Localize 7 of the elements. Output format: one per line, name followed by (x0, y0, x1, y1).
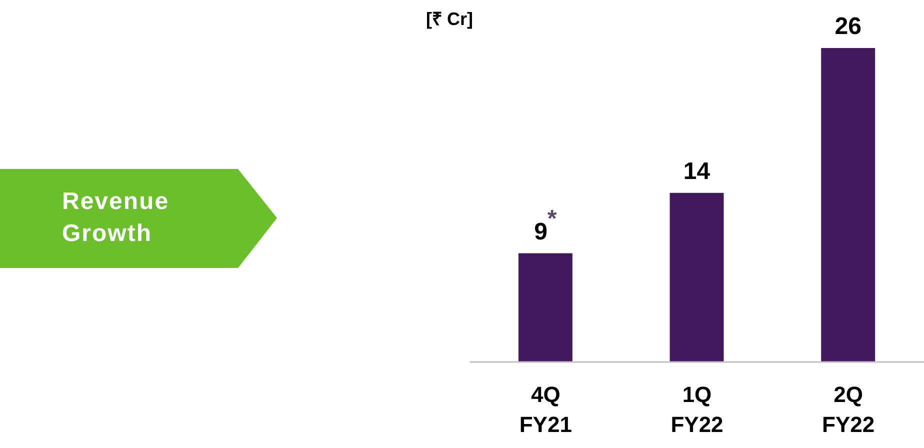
x-tick-label: 2Q FY22 (822, 382, 875, 437)
x-tick-label: 1Q FY22 (670, 382, 724, 437)
x-tick-label: 4Q FY21 (519, 382, 572, 437)
data-label: 14 (683, 158, 711, 185)
text: Revenue Growth (62, 187, 170, 249)
y-axis-title: [₹ Cr] (426, 8, 473, 30)
data-label: 26 (834, 13, 862, 40)
